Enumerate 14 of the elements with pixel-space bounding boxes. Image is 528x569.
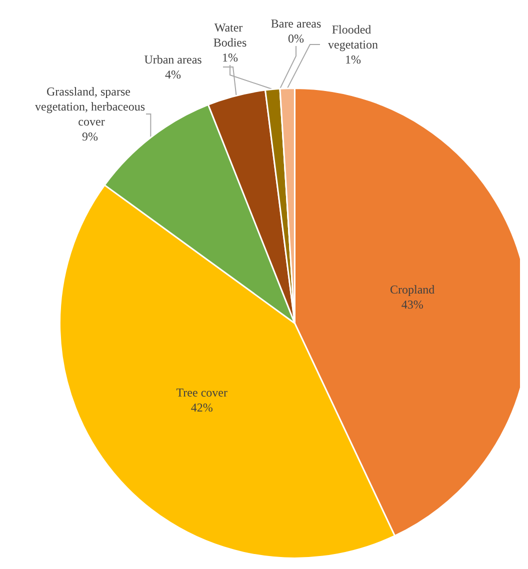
data-label: 9% xyxy=(82,130,98,144)
data-label: 4% xyxy=(165,68,181,82)
slice-label: Tree cover xyxy=(176,386,228,400)
slice-label: Urban areas xyxy=(144,52,202,66)
text: 0% xyxy=(288,32,304,46)
data-label: 42% xyxy=(190,400,213,415)
data-label: 1% xyxy=(222,50,238,64)
data-label: 43% xyxy=(401,297,424,312)
slice-label: Grassland, sparse vegetation, herbaceous cover xyxy=(35,84,146,128)
category-label: Bare areas xyxy=(270,16,322,30)
slice-label: Flooded vegetation xyxy=(328,22,378,52)
slice-label: Cropland xyxy=(390,282,435,296)
slice-label: Water Bodies xyxy=(213,20,247,50)
data-label: 1% xyxy=(345,52,361,66)
